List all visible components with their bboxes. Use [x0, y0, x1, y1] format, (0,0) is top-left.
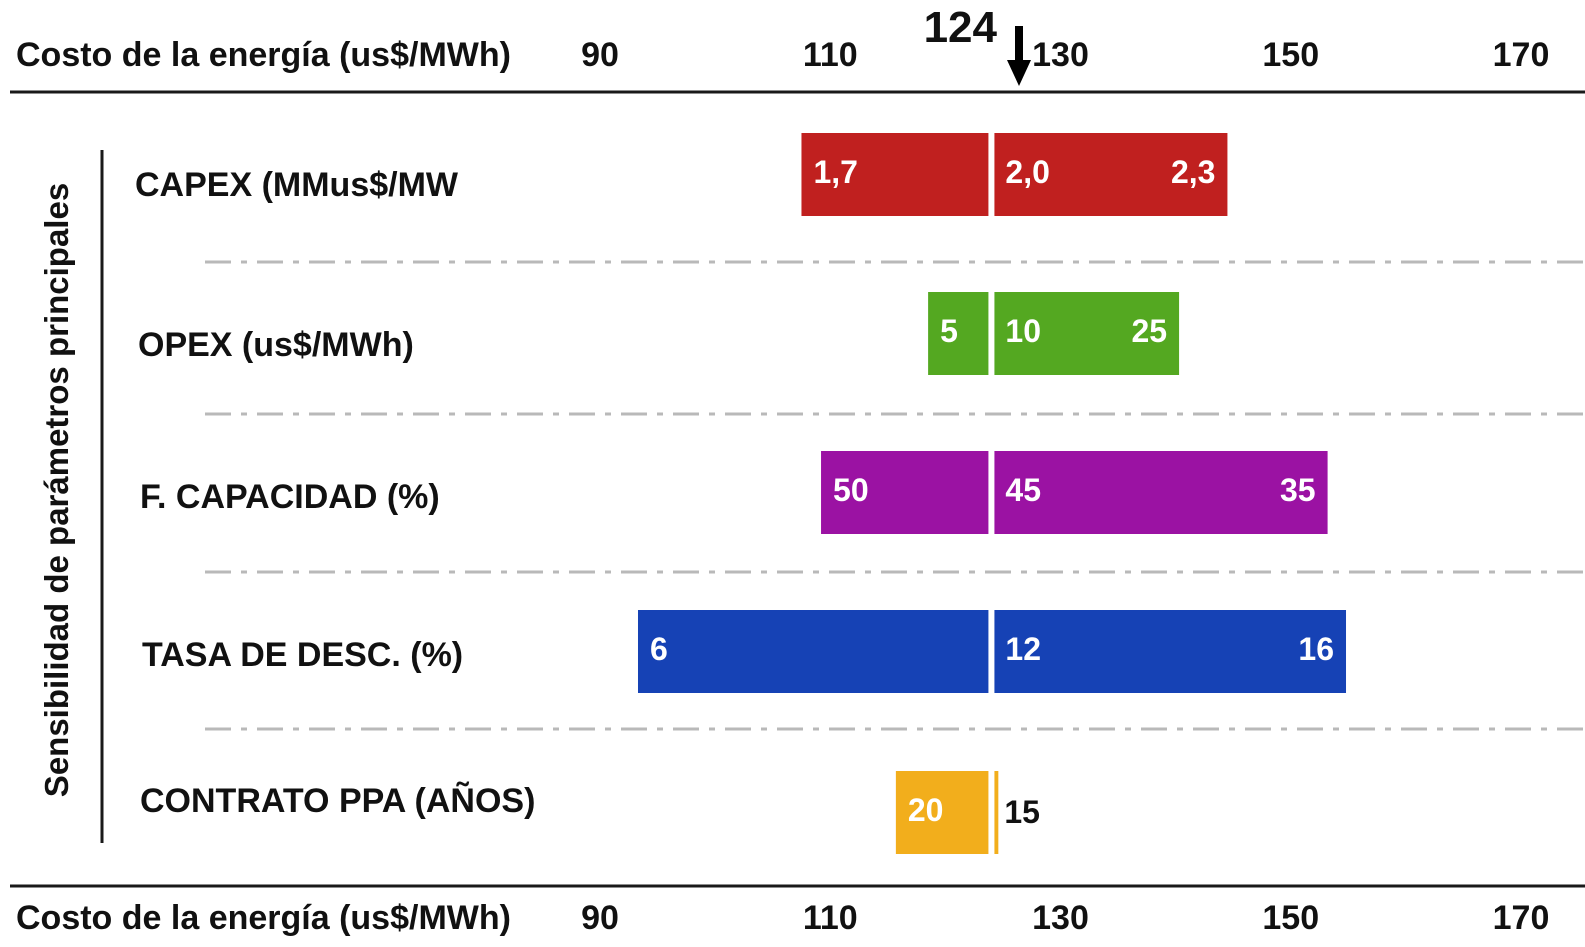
row-label: TASA DE DESC. (%)	[142, 636, 463, 674]
high-param-label: 25	[1131, 313, 1167, 349]
high-bar-segment	[994, 610, 1347, 693]
bar-row: OPEX (us$/MWh) 5 10 25	[138, 292, 1180, 375]
base-param-label: 12	[1005, 631, 1041, 667]
bar-rows: CAPEX (MMus$/MW 1,7 2,0 2,3 OPEX (us$/MWh) 5 1…	[135, 133, 1347, 854]
bottom-tick-label: 90	[581, 899, 619, 937]
low-param-label: 5	[940, 313, 958, 349]
top-axis-ticks: 90 110 130 150 170	[581, 36, 1549, 74]
bottom-tick-label: 150	[1262, 899, 1319, 937]
high-bar-segment	[994, 133, 1228, 216]
base-marker: 124	[924, 3, 1031, 86]
bar-row: CONTRATO PPA (AÑOS) 20 15	[140, 771, 1040, 854]
base-param-label: 2,0	[1005, 154, 1049, 190]
low-param-label: 6	[650, 631, 668, 667]
bar-row: TASA DE DESC. (%) 6 12 16	[142, 610, 1347, 693]
top-tick-label: 150	[1262, 36, 1319, 74]
row-label: CAPEX (MMus$/MW	[135, 166, 459, 204]
low-bar-segment	[801, 133, 989, 216]
bottom-axis-ticks: 90 110 130 150 170	[581, 899, 1549, 937]
top-tick-label: 90	[581, 36, 619, 74]
high-param-label: 2,3	[1171, 154, 1215, 190]
base-param-label: 45	[1005, 472, 1041, 508]
base-param-label: 10	[1005, 313, 1041, 349]
top-tick-label: 170	[1493, 36, 1550, 74]
top-tick-label: 110	[803, 36, 858, 74]
bottom-tick-label: 170	[1493, 899, 1550, 937]
top-axis-title: Costo de la energía (us$/MWh)	[16, 36, 511, 74]
high-bar-segment	[994, 771, 999, 854]
low-bar-segment	[821, 451, 989, 534]
bottom-axis-title: Costo de la energía (us$/MWh)	[16, 899, 511, 937]
row-label: F. CAPACIDAD (%)	[140, 478, 440, 516]
high-bar-segment	[994, 292, 1180, 375]
high-param-label: 16	[1298, 631, 1334, 667]
low-bar-segment	[928, 292, 989, 375]
y-axis-title: Sensibilidad de parámetros principales	[38, 183, 75, 797]
down-arrow-icon	[1007, 26, 1031, 86]
low-param-label: 20	[908, 792, 944, 828]
bottom-tick-label: 130	[1032, 899, 1089, 937]
high-bar-segment	[994, 451, 1328, 534]
bottom-tick-label: 110	[803, 899, 858, 937]
base-param-label: 15	[1004, 794, 1040, 830]
top-axis: Costo de la energía (us$/MWh) 90 110 130 15…	[10, 36, 1585, 94]
top-tick-label: 130	[1032, 36, 1089, 74]
low-param-label: 1,7	[813, 154, 857, 190]
bar-row: F. CAPACIDAD (%) 50 45 35	[140, 451, 1328, 534]
row-separators	[205, 260, 1585, 731]
bottom-axis: Costo de la energía (us$/MWh) 90 110 130 15…	[10, 884, 1585, 937]
low-bar-segment	[637, 610, 989, 693]
low-param-label: 50	[833, 472, 869, 508]
row-label: OPEX (us$/MWh)	[138, 326, 414, 364]
high-param-label: 35	[1280, 472, 1316, 508]
low-bar-segment	[895, 771, 989, 854]
base-value-label: 124	[924, 3, 998, 52]
row-label: CONTRATO PPA (AÑOS)	[140, 782, 535, 820]
bar-row: CAPEX (MMus$/MW 1,7 2,0 2,3	[135, 133, 1228, 216]
